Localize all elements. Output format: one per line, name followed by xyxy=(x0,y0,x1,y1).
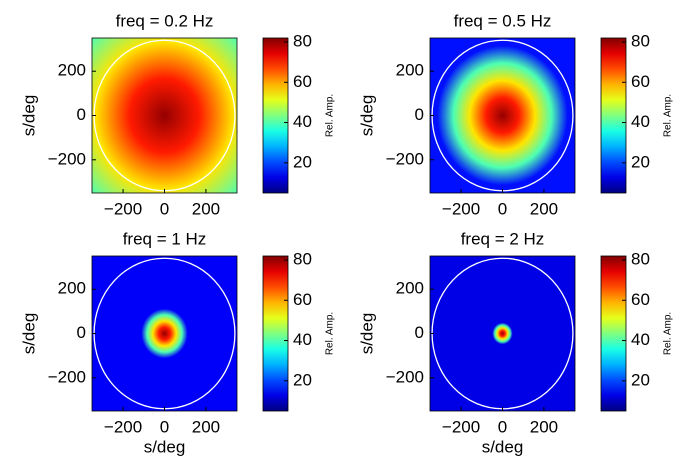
colorbar-tick-label: 40 xyxy=(631,112,650,131)
y-axis-label: s/deg xyxy=(19,313,38,355)
y-tick-label: 0 xyxy=(77,323,86,342)
x-tick-label: 200 xyxy=(192,417,220,436)
colorbar xyxy=(262,255,289,412)
x-axis-label: s/deg xyxy=(482,437,524,456)
colorbar-tick-label: 60 xyxy=(293,290,312,309)
colorbar-tick-label: 20 xyxy=(631,152,650,171)
colorbar-tick-label: 60 xyxy=(631,290,650,309)
y-tick-label: 0 xyxy=(77,105,86,124)
x-tick-label: −200 xyxy=(104,417,142,436)
y-tick-label: −200 xyxy=(386,149,424,168)
colorbar-tick-label: 80 xyxy=(293,32,312,51)
colorbar-tick-label: 40 xyxy=(293,330,312,349)
y-tick-label: 200 xyxy=(396,61,424,80)
x-tick-label: 0 xyxy=(498,199,507,218)
x-tick-label: 200 xyxy=(192,199,220,218)
colorbar xyxy=(262,37,289,194)
x-tick-label: 200 xyxy=(530,417,558,436)
y-tick-label: 0 xyxy=(415,105,424,124)
colorbar xyxy=(600,255,627,412)
heatmap-image xyxy=(92,256,237,411)
panel-title: freq = 1 Hz xyxy=(123,229,207,248)
panel-title: freq = 2 Hz xyxy=(461,229,545,248)
y-tick-label: 200 xyxy=(58,61,86,80)
colorbar-tick-label: 80 xyxy=(631,250,650,269)
x-tick-label: −200 xyxy=(442,417,480,436)
y-axis-label: s/deg xyxy=(357,95,376,137)
colorbar-tick-label: 40 xyxy=(631,330,650,349)
panel-title: freq = 0.5 Hz xyxy=(454,11,552,30)
colorbar-label: Rel. Amp. xyxy=(325,312,336,355)
x-axis-label: s/deg xyxy=(144,437,186,456)
x-tick-label: 200 xyxy=(530,199,558,218)
y-axis-label: s/deg xyxy=(357,313,376,355)
colorbar-tick-label: 40 xyxy=(293,112,312,131)
x-tick-label: −200 xyxy=(104,199,142,218)
panel-title: freq = 0.2 Hz xyxy=(116,11,214,30)
colorbar-tick-label: 20 xyxy=(631,370,650,389)
x-tick-label: 0 xyxy=(498,417,507,436)
x-tick-label: 0 xyxy=(160,417,169,436)
colorbar-tick-label: 80 xyxy=(631,32,650,51)
y-tick-label: −200 xyxy=(48,149,86,168)
heatmap-image xyxy=(92,38,237,193)
colorbar xyxy=(600,37,627,194)
colorbar-tick-label: 20 xyxy=(293,370,312,389)
y-tick-label: 200 xyxy=(396,279,424,298)
y-tick-label: −200 xyxy=(48,367,86,386)
colorbar-label: Rel. Amp. xyxy=(325,94,336,137)
colorbar-tick-label: 20 xyxy=(293,152,312,171)
heatmap-image xyxy=(430,38,575,193)
heatmap-image xyxy=(430,256,575,411)
colorbar-label: Rel. Amp. xyxy=(663,312,674,355)
y-tick-label: 0 xyxy=(415,323,424,342)
colorbar-tick-label: 60 xyxy=(293,72,312,91)
y-tick-label: −200 xyxy=(386,367,424,386)
colorbar-label: Rel. Amp. xyxy=(663,94,674,137)
colorbar-tick-label: 80 xyxy=(293,250,312,269)
y-tick-label: 200 xyxy=(58,279,86,298)
x-tick-label: −200 xyxy=(442,199,480,218)
colorbar-tick-label: 60 xyxy=(631,72,650,91)
x-tick-label: 0 xyxy=(160,199,169,218)
y-axis-label: s/deg xyxy=(19,95,38,137)
